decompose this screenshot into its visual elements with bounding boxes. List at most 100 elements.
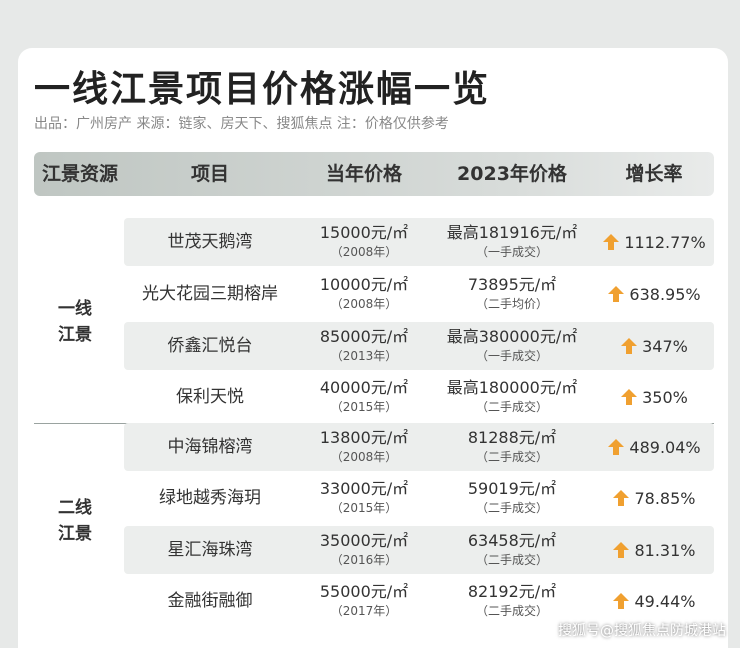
growth-cell: 350% <box>594 373 714 421</box>
group-label-line: 一线 <box>58 299 92 319</box>
new-price: 59019元/㎡ <box>467 479 557 498</box>
table-row: 中海锦榕湾 13800元/㎡ （2008年） 81288元/㎡ （二手成交） 489.04… <box>124 423 714 471</box>
new-price-cell: 最高181916元/㎡ （一手成交） <box>432 222 592 260</box>
old-price-cell: 35000元/㎡ （2016年） <box>296 530 432 568</box>
table-row: 星汇海珠湾 35000元/㎡ （2016年） 63458元/㎡ （二手成交） 81.31% <box>124 526 714 574</box>
new-price: 63458元/㎡ <box>467 531 557 550</box>
new-price-cell: 最高380000元/㎡ （一手成交） <box>432 326 592 364</box>
old-price: 13800元/㎡ <box>319 428 409 447</box>
table-row: 光大花园三期榕岸 10000元/㎡ （2008年） 73895元/㎡ （二手均价） 638… <box>124 270 714 318</box>
table-header: 江景资源 项目 当年价格 2023年价格 增长率 <box>34 152 714 196</box>
new-price-note: （二手成交） <box>475 450 548 464</box>
project-name: 光大花园三期榕岸 <box>142 284 278 304</box>
new-price: 73895元/㎡ <box>467 275 557 294</box>
growth-cell: 638.95% <box>594 270 714 318</box>
up-arrow-icon <box>612 541 630 559</box>
old-price-cell: 85000元/㎡ （2013年） <box>296 326 432 364</box>
header-growth: 增长率 <box>625 163 683 185</box>
growth-rate: 49.44% <box>634 591 696 611</box>
new-price-cell: 81288元/㎡ （二手成交） <box>432 427 592 465</box>
up-arrow-icon <box>612 489 630 507</box>
new-price-note: （二手成交） <box>475 604 548 618</box>
growth-cell: 49.44% <box>594 577 714 625</box>
old-price-cell: 15000元/㎡ （2008年） <box>296 222 432 260</box>
table-row: 金融街融御 55000元/㎡ （2017年） 82192元/㎡ （二手成交） 49.44% <box>124 577 714 625</box>
old-year: （2015年） <box>330 501 398 515</box>
project-name: 星汇海珠湾 <box>167 540 253 560</box>
old-price-cell: 40000元/㎡ （2015年） <box>296 377 432 415</box>
old-price: 15000元/㎡ <box>319 223 409 242</box>
old-year: （2015年） <box>330 400 398 414</box>
old-year: （2013年） <box>330 349 398 363</box>
growth-rate: 638.95% <box>629 284 701 304</box>
new-price: 81288元/㎡ <box>467 428 557 447</box>
new-price-cell: 73895元/㎡ （二手均价） <box>432 274 592 312</box>
project-name: 绿地越秀海玥 <box>159 488 261 508</box>
growth-rate: 78.85% <box>634 488 696 508</box>
old-price-cell: 33000元/㎡ （2015年） <box>296 478 432 516</box>
old-year: （2008年） <box>330 297 398 311</box>
growth-cell: 347% <box>594 322 714 370</box>
old-price-cell: 10000元/㎡ （2008年） <box>296 274 432 312</box>
new-price: 最高181916元/㎡ <box>446 223 578 242</box>
group-label-line: 江景 <box>58 325 92 345</box>
old-price: 10000元/㎡ <box>319 275 409 294</box>
source-note: 出品：广州房产 来源：链家、房天下、搜狐焦点 注：价格仅供参考 <box>34 116 449 132</box>
new-price-note: （二手成交） <box>475 553 548 567</box>
project-name: 侨鑫汇悦台 <box>167 336 253 356</box>
new-price-cell: 63458元/㎡ （二手成交） <box>432 530 592 568</box>
header-project: 项目 <box>190 163 229 185</box>
group-label-tier1: 一线 江景 <box>30 296 120 348</box>
growth-cell: 81.31% <box>594 526 714 574</box>
old-year: （2017年） <box>330 604 398 618</box>
project-name: 保利天悦 <box>176 387 244 407</box>
old-price-cell: 55000元/㎡ （2017年） <box>296 581 432 619</box>
table-row: 侨鑫汇悦台 85000元/㎡ （2013年） 最高380000元/㎡ （一手成交） 347… <box>124 322 714 370</box>
header-source: 江景资源 <box>41 163 118 185</box>
header-new-price: 2023年价格 <box>457 163 567 185</box>
old-year: （2016年） <box>330 553 398 567</box>
old-price: 35000元/㎡ <box>319 531 409 550</box>
growth-rate: 350% <box>642 387 688 407</box>
up-arrow-icon <box>612 592 630 610</box>
new-price-note: （一手成交） <box>475 245 548 259</box>
old-year: （2008年） <box>330 245 398 259</box>
up-arrow-icon <box>602 233 620 251</box>
up-arrow-icon <box>620 388 638 406</box>
new-price-note: （一手成交） <box>475 349 548 363</box>
table-row: 世茂天鹅湾 15000元/㎡ （2008年） 最高181916元/㎡ （一手成交） 111… <box>124 218 714 266</box>
old-price: 55000元/㎡ <box>319 582 409 601</box>
project-name: 世茂天鹅湾 <box>167 232 253 252</box>
old-price: 40000元/㎡ <box>319 378 409 397</box>
growth-rate: 347% <box>642 336 688 356</box>
old-price-cell: 13800元/㎡ （2008年） <box>296 427 432 465</box>
old-price: 33000元/㎡ <box>319 479 409 498</box>
growth-cell: 1112.77% <box>594 218 714 266</box>
group-label-tier2: 二线 江景 <box>30 495 120 547</box>
table-row: 保利天悦 40000元/㎡ （2015年） 最高180000元/㎡ （二手成交） 350% <box>124 373 714 421</box>
new-price-note: （二手成交） <box>475 501 548 515</box>
old-price: 85000元/㎡ <box>319 327 409 346</box>
new-price-note: （二手成交） <box>475 400 548 414</box>
header-old-price: 当年价格 <box>325 163 402 185</box>
growth-rate: 81.31% <box>634 540 696 560</box>
watermark: 搜狐号@搜狐焦点防城港站 <box>558 623 726 639</box>
table-row: 绿地越秀海玥 33000元/㎡ （2015年） 59019元/㎡ （二手成交） 78.85… <box>124 474 714 522</box>
new-price: 最高380000元/㎡ <box>446 327 578 346</box>
new-price: 82192元/㎡ <box>467 582 557 601</box>
project-name: 金融街融御 <box>167 591 253 611</box>
growth-rate: 1112.77% <box>624 232 706 252</box>
new-price-cell: 最高180000元/㎡ （二手成交） <box>432 377 592 415</box>
growth-cell: 489.04% <box>594 423 714 471</box>
group-label-line: 二线 <box>58 498 92 518</box>
new-price-cell: 82192元/㎡ （二手成交） <box>432 581 592 619</box>
new-price: 最高180000元/㎡ <box>446 378 578 397</box>
page-title: 一线江景项目价格涨幅一览 <box>34 69 491 110</box>
up-arrow-icon <box>607 438 625 456</box>
growth-rate: 489.04% <box>629 437 701 457</box>
up-arrow-icon <box>620 337 638 355</box>
growth-cell: 78.85% <box>594 474 714 522</box>
new-price-note: （二手均价） <box>475 297 548 311</box>
new-price-cell: 59019元/㎡ （二手成交） <box>432 478 592 516</box>
old-year: （2008年） <box>330 450 398 464</box>
